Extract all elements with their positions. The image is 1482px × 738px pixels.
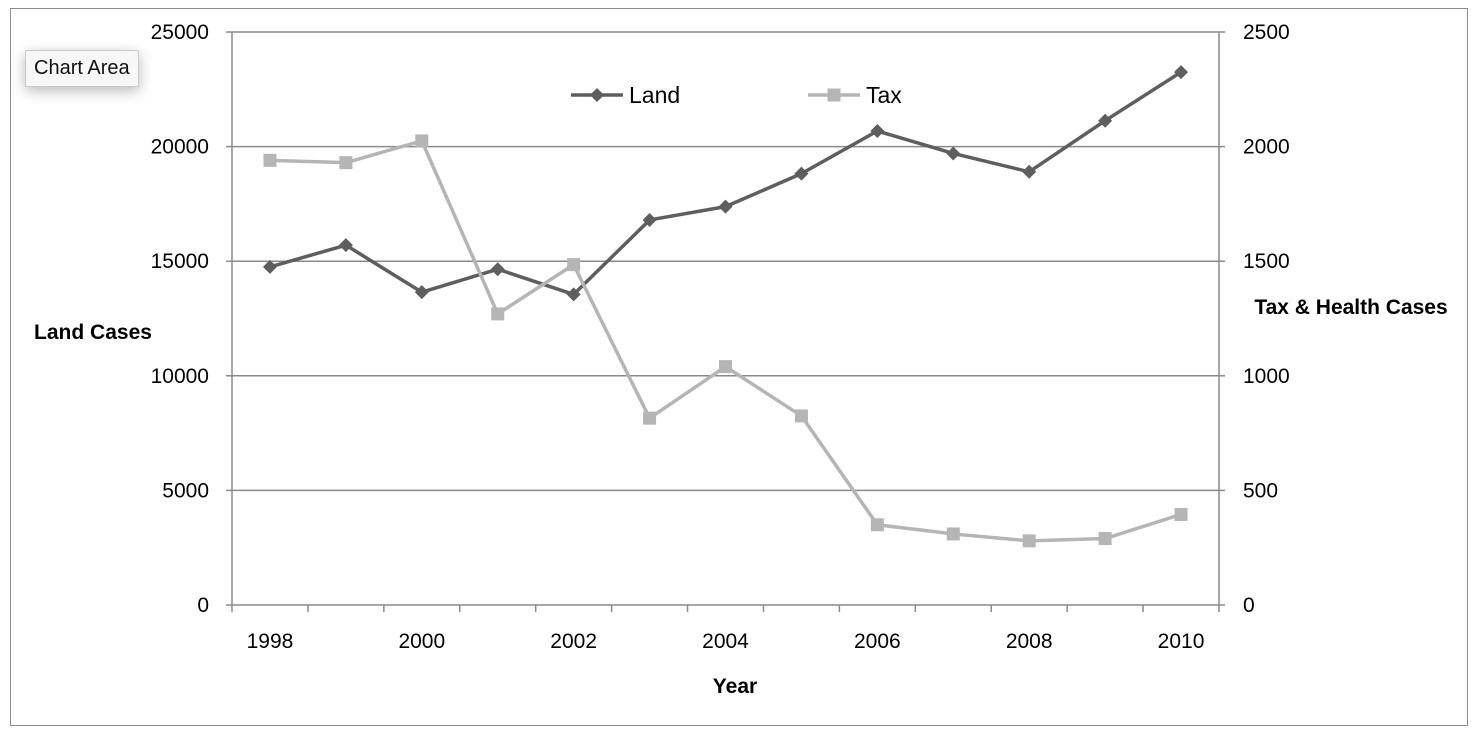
- x-axis-title: Year: [713, 675, 757, 698]
- y-axis-title-right: Tax & Health Cases: [1254, 296, 1447, 319]
- y-tick-label-left: 25000: [151, 21, 209, 44]
- data-point-tax: [719, 360, 732, 374]
- data-point-land: [414, 285, 429, 300]
- chart-area[interactable]: 0 5000 10000 15000 20000 25000 0 500 1000 1500 200…: [10, 8, 1468, 726]
- legend-label: Land: [629, 82, 680, 108]
- data-point-land: [946, 146, 961, 161]
- x-tick-label: 2008: [1006, 630, 1053, 653]
- chart-area-tooltip: Chart Area: [25, 50, 139, 87]
- data-point-tax: [339, 156, 353, 170]
- x-tick-label: 2010: [1158, 630, 1205, 653]
- tick-labels: 0 5000 10000 15000 20000 25000 0 500 1000 1500 200…: [151, 21, 1290, 653]
- legend-diamond-marker-icon: [590, 88, 604, 102]
- data-point-tax: [643, 411, 657, 425]
- y-tick-label-right: 1000: [1243, 365, 1290, 388]
- data-point-land: [566, 287, 581, 302]
- axes: [226, 31, 1225, 612]
- data-point-tax: [567, 258, 581, 272]
- data-point-tax: [794, 409, 808, 423]
- data-point-land: [870, 124, 885, 139]
- data-point-tax: [263, 153, 277, 167]
- x-tick-label: 2006: [854, 630, 901, 653]
- data-point-tax: [415, 134, 429, 148]
- plot-series: [262, 65, 1189, 548]
- y-tick-label-right: 2000: [1243, 136, 1290, 159]
- y-axis-title-left: Land Cases: [34, 321, 152, 344]
- x-tick-label: 2000: [398, 630, 445, 653]
- y-tick-label-right: 2500: [1243, 21, 1290, 44]
- y-tick-label-right: 500: [1243, 479, 1278, 502]
- legend-item-land[interactable]: Land: [571, 82, 680, 108]
- data-point-land: [718, 199, 733, 214]
- data-point-land: [338, 238, 353, 253]
- y-tick-label-left: 15000: [151, 250, 209, 273]
- y-tick-label-right: 0: [1243, 594, 1255, 617]
- data-point-tax: [946, 527, 960, 541]
- legend-label: Tax: [866, 82, 902, 108]
- legend[interactable]: Land Tax: [571, 82, 902, 108]
- y-tick-label-right: 1500: [1243, 250, 1290, 273]
- data-point-land: [1174, 65, 1189, 80]
- legend-square-marker-icon: [827, 88, 841, 102]
- data-point-land: [642, 212, 657, 227]
- gridlines: [232, 31, 1219, 492]
- y-tick-label-left: 10000: [151, 365, 209, 388]
- data-point-land: [794, 166, 809, 181]
- y-tick-label-left: 20000: [151, 136, 209, 159]
- data-point-tax: [491, 307, 505, 321]
- data-point-tax: [1174, 507, 1188, 521]
- x-tick-label: 2004: [702, 630, 749, 653]
- x-tick-label: 1998: [247, 630, 294, 653]
- data-point-land: [1098, 113, 1113, 128]
- line-chart: 0 5000 10000 15000 20000 25000 0 500 1000 1500 200…: [34, 21, 1448, 698]
- y-tick-label-left: 0: [197, 594, 209, 617]
- y-tick-label-left: 5000: [162, 479, 209, 502]
- x-tick-label: 2002: [550, 630, 597, 653]
- data-point-tax: [1098, 532, 1112, 546]
- data-point-land: [490, 262, 505, 277]
- data-point-tax: [1022, 534, 1036, 548]
- legend-item-tax[interactable]: Tax: [808, 82, 902, 108]
- data-point-land: [262, 259, 277, 274]
- data-point-tax: [870, 518, 884, 532]
